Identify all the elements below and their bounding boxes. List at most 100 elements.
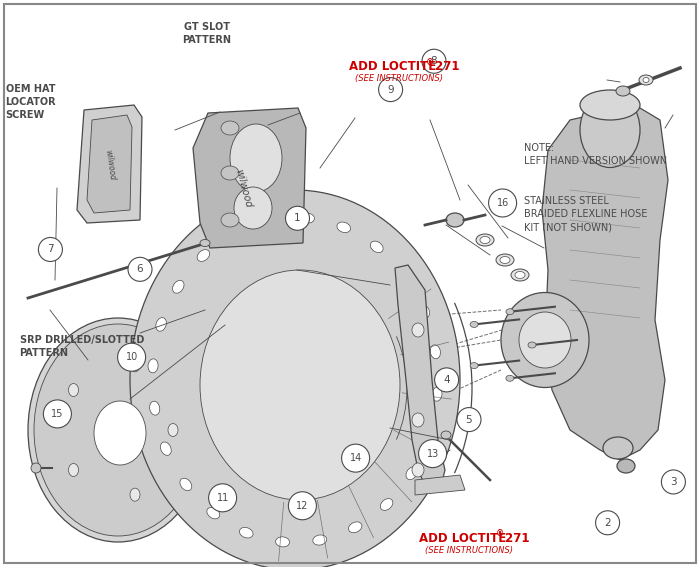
Text: 12: 12 [296,501,309,511]
Ellipse shape [511,269,529,281]
Ellipse shape [515,272,525,278]
Polygon shape [395,265,445,492]
Ellipse shape [480,236,490,243]
Text: (SEE INSTRUCTIONS): (SEE INSTRUCTIONS) [425,546,512,555]
Ellipse shape [412,323,424,337]
Ellipse shape [228,227,242,238]
Text: GT SLOT
PATTERN: GT SLOT PATTERN [182,22,231,45]
Ellipse shape [150,401,160,415]
Polygon shape [415,475,465,495]
Ellipse shape [130,359,140,372]
Ellipse shape [580,90,640,120]
Text: 15: 15 [51,409,64,419]
Ellipse shape [276,537,290,547]
Ellipse shape [239,527,253,538]
Text: 271: 271 [430,61,459,73]
Ellipse shape [168,424,178,437]
Ellipse shape [519,312,571,368]
Ellipse shape [424,429,434,442]
Ellipse shape [337,222,351,232]
Text: 9: 9 [387,84,394,95]
Text: wilwood: wilwood [233,167,253,209]
Ellipse shape [380,498,393,510]
Circle shape [419,439,447,468]
Text: (SEE INSTRUCTIONS): (SEE INSTRUCTIONS) [355,74,442,83]
Circle shape [435,368,458,392]
Ellipse shape [412,413,424,427]
Text: NOTE:
LEFT HAND VERSION SHOWN: NOTE: LEFT HAND VERSION SHOWN [524,143,666,166]
Ellipse shape [34,324,202,536]
Ellipse shape [221,121,239,135]
Ellipse shape [603,437,633,459]
Text: OEM HAT
LOCATOR
SCREW: OEM HAT LOCATOR SCREW [6,84,56,120]
Ellipse shape [69,383,78,396]
Ellipse shape [643,78,649,83]
Polygon shape [87,115,132,213]
Ellipse shape [160,442,172,455]
Circle shape [118,343,146,371]
Ellipse shape [617,459,635,473]
Ellipse shape [501,293,589,387]
Text: 6: 6 [136,264,144,274]
Ellipse shape [230,124,282,192]
Ellipse shape [441,431,451,439]
Polygon shape [77,105,142,223]
Text: 4: 4 [443,375,450,385]
Ellipse shape [197,249,210,261]
Text: 13: 13 [426,448,439,459]
Ellipse shape [412,463,424,477]
Text: 3: 3 [670,477,677,487]
Circle shape [457,408,481,431]
Text: 2: 2 [604,518,611,528]
Ellipse shape [506,308,514,315]
Ellipse shape [639,75,653,85]
Ellipse shape [406,467,417,480]
Circle shape [31,463,41,473]
Circle shape [43,400,71,428]
Text: 271: 271 [500,532,529,545]
Ellipse shape [476,234,494,246]
Ellipse shape [130,488,140,501]
Ellipse shape [200,239,210,247]
Ellipse shape [470,362,478,369]
Ellipse shape [200,270,400,500]
Circle shape [379,78,402,101]
Text: ADD LOCTITE: ADD LOCTITE [349,61,436,73]
Ellipse shape [263,215,277,225]
Ellipse shape [349,522,362,532]
Text: ®: ® [426,58,434,67]
Ellipse shape [207,507,220,519]
Polygon shape [193,108,306,248]
Text: 10: 10 [125,352,138,362]
Ellipse shape [221,166,239,180]
Ellipse shape [500,256,510,264]
Polygon shape [542,105,668,460]
Text: SRP DRILLED/SLOTTED
PATTERN: SRP DRILLED/SLOTTED PATTERN [20,335,144,358]
Text: 8: 8 [430,56,438,66]
Text: 1: 1 [294,213,301,223]
Ellipse shape [432,387,442,401]
Text: ADD LOCTITE: ADD LOCTITE [419,532,506,545]
Ellipse shape [616,86,630,96]
Ellipse shape [496,254,514,266]
Ellipse shape [148,359,158,373]
Ellipse shape [69,463,78,476]
Ellipse shape [234,187,272,229]
Circle shape [422,49,446,73]
Text: 5: 5 [466,414,472,425]
Ellipse shape [313,535,327,545]
Text: STAINLESS STEEL
BRAIDED FLEXLINE HOSE
KIT (NOT SHOWN): STAINLESS STEEL BRAIDED FLEXLINE HOSE KI… [524,196,647,232]
Circle shape [489,189,517,217]
Ellipse shape [446,213,464,227]
Ellipse shape [172,281,184,293]
Text: 7: 7 [47,244,54,255]
Ellipse shape [580,92,640,167]
Text: 11: 11 [216,493,229,503]
Ellipse shape [28,318,208,542]
Circle shape [288,492,316,520]
Ellipse shape [398,269,410,282]
Circle shape [286,206,309,230]
Circle shape [209,484,237,512]
Ellipse shape [94,401,146,465]
Ellipse shape [430,345,440,359]
